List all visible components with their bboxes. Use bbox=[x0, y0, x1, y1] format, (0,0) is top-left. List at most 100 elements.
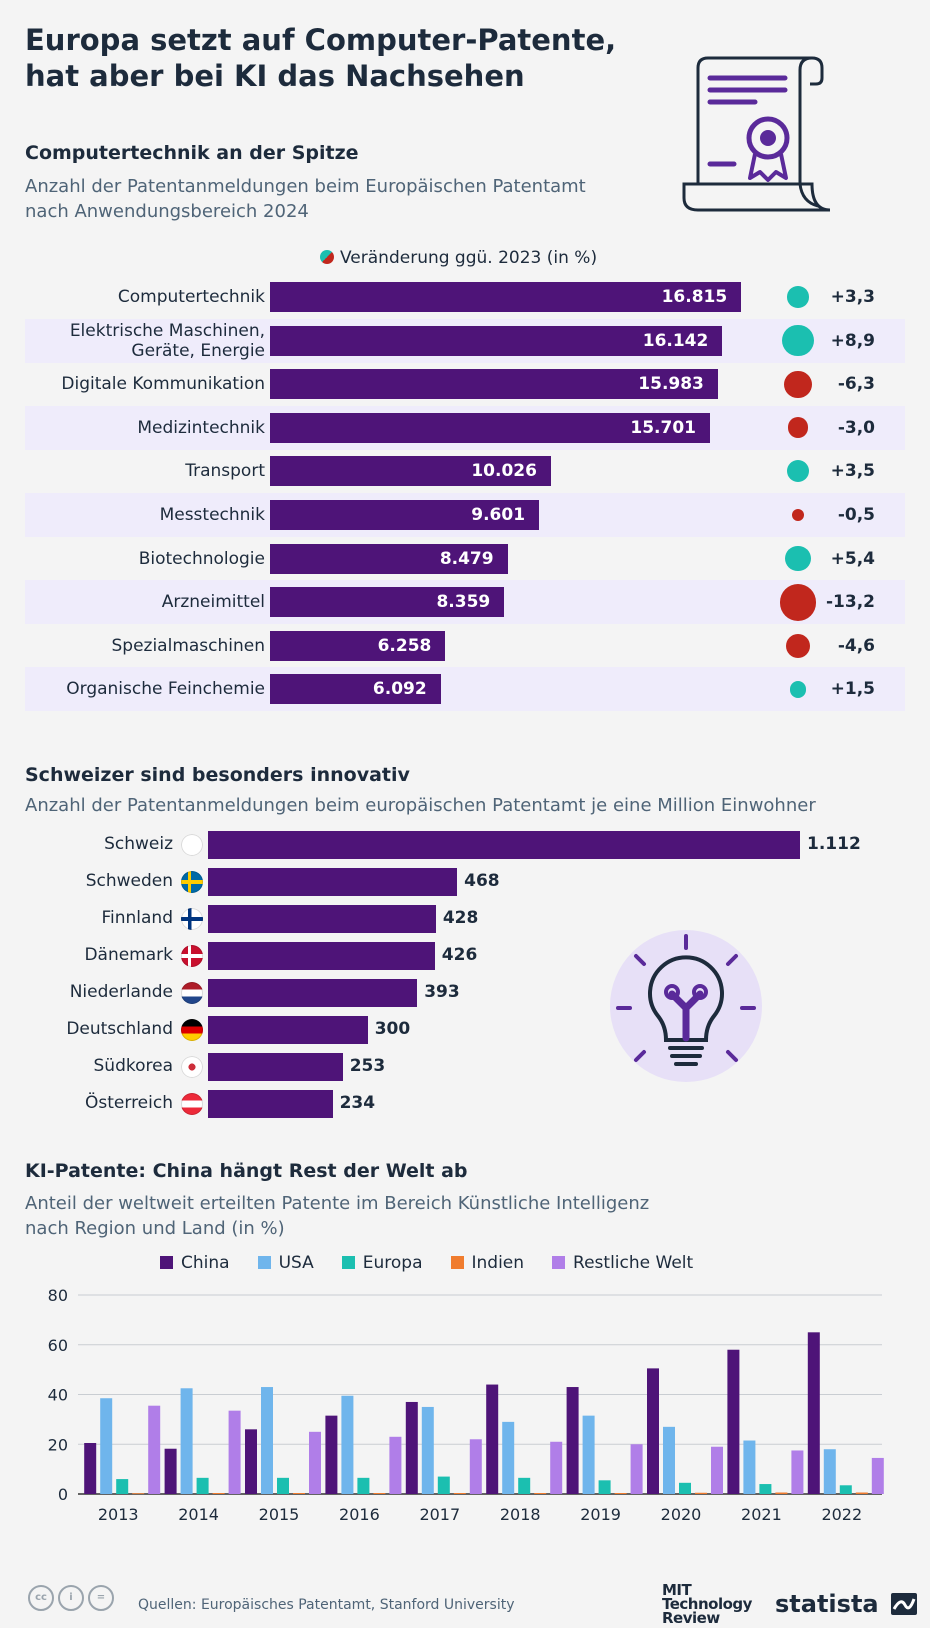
change-legend: Veränderung ggü. 2023 (in %) bbox=[320, 248, 597, 268]
bar-indien bbox=[614, 1493, 627, 1494]
category-value-label: 15.983 bbox=[638, 374, 704, 395]
change-bubble bbox=[785, 545, 811, 572]
bar-indien bbox=[534, 1493, 547, 1494]
legend-swatch bbox=[257, 1256, 271, 1269]
bar-europa bbox=[518, 1477, 531, 1494]
country-bar bbox=[208, 868, 458, 896]
category-bar bbox=[270, 674, 441, 705]
category-label-line: Computertechnik bbox=[117, 287, 265, 307]
country-label: Niederlande bbox=[69, 982, 173, 1002]
country-bar bbox=[208, 979, 418, 1007]
change-bubble bbox=[779, 583, 817, 621]
bar-europa bbox=[357, 1477, 370, 1494]
country-bar bbox=[208, 942, 435, 970]
attribution-icon: i bbox=[58, 1585, 84, 1611]
category-label: Elektrische Maschinen, Geräte, Energie bbox=[25, 321, 265, 361]
y-tick-label: 80 bbox=[48, 1286, 68, 1305]
section3-subtitle-line-1: Anteil der weltweit erteilten Patente im… bbox=[25, 1193, 650, 1214]
bar-china bbox=[486, 1384, 499, 1494]
bar-restliche-welt bbox=[389, 1436, 402, 1494]
country-label: Schweiz bbox=[104, 834, 173, 854]
bar-indien bbox=[695, 1492, 707, 1494]
change-label: +5,4 bbox=[830, 548, 875, 569]
category-label-line: Elektrische Maschinen, bbox=[69, 320, 265, 341]
bar-restliche-welt bbox=[630, 1444, 643, 1494]
category-label: Biotechnologie bbox=[25, 549, 265, 569]
category-value-label: 8.359 bbox=[436, 592, 491, 613]
category-label-line: Organische Feinchemie bbox=[66, 679, 265, 700]
bar-restliche-welt bbox=[148, 1405, 161, 1494]
category-bar bbox=[270, 369, 718, 400]
change-label: +1,5 bbox=[830, 679, 875, 700]
country-bar bbox=[208, 905, 436, 933]
category-bar bbox=[270, 282, 742, 312]
section1-subtitle-line-2: nach Anwendungsbereich 2024 bbox=[25, 201, 309, 222]
statista-logo-icon bbox=[890, 1593, 917, 1615]
category-bar bbox=[270, 325, 723, 356]
country-bar bbox=[208, 1016, 368, 1044]
category-label: Digitale Kommunikation bbox=[25, 374, 265, 394]
bar-china bbox=[566, 1387, 579, 1494]
legend-label: China bbox=[181, 1253, 230, 1273]
flag-de-icon bbox=[181, 1019, 203, 1041]
country-label: Österreich bbox=[85, 1093, 173, 1113]
statista-logo: statista bbox=[775, 1590, 917, 1618]
change-label: -3,0 bbox=[837, 417, 875, 438]
bar-indien bbox=[855, 1492, 868, 1494]
change-label: -6,3 bbox=[837, 374, 875, 395]
series-legend: China USA Europa Indien Restliche Welt bbox=[160, 1253, 721, 1273]
x-tick-label: 2014 bbox=[178, 1505, 219, 1524]
change-label: +8,9 bbox=[830, 330, 875, 351]
section2-subtitle: Anzahl der Patentanmeldungen beim europä… bbox=[25, 795, 816, 816]
x-tick-label: 2013 bbox=[98, 1505, 139, 1524]
legend-item: Restliche Welt bbox=[552, 1253, 693, 1273]
country-bar bbox=[208, 831, 800, 859]
category-label: Medizintechnik bbox=[25, 418, 265, 438]
change-bubble bbox=[789, 681, 807, 698]
bar-europa bbox=[598, 1480, 611, 1494]
category-value-label: 10.026 bbox=[471, 461, 537, 482]
change-label: -4,6 bbox=[837, 635, 875, 656]
category-value-label: 8.479 bbox=[439, 548, 494, 569]
section3-title: KI-Patente: China hängt Rest der Welt ab bbox=[25, 1160, 468, 1182]
change-legend-label: Veränderung ggü. 2023 (in %) bbox=[340, 248, 598, 268]
category-label: Transport bbox=[25, 461, 265, 481]
category-bar bbox=[270, 543, 508, 574]
legend-item: USA bbox=[257, 1253, 314, 1273]
bar-indien bbox=[775, 1492, 788, 1494]
y-tick-label: 40 bbox=[48, 1386, 68, 1405]
section1-title: Computertechnik an der Spitze bbox=[25, 142, 359, 164]
section3-subtitle-line-2: nach Region und Land (in %) bbox=[25, 1218, 285, 1239]
lightbulb-icon bbox=[610, 930, 762, 1082]
bar-china bbox=[647, 1368, 659, 1494]
bar-indien bbox=[212, 1493, 225, 1494]
category-value-label: 6.258 bbox=[377, 635, 432, 656]
category-value-label: 6.092 bbox=[372, 679, 427, 700]
flag-dk-icon bbox=[181, 945, 203, 967]
legend-label: Restliche Welt bbox=[573, 1253, 694, 1273]
section1-subtitle-line-1: Anzahl der Patentanmeldungen beim Europä… bbox=[25, 176, 586, 197]
x-tick-label: 2017 bbox=[419, 1505, 460, 1524]
category-bar bbox=[270, 587, 505, 618]
legend-label: Europa bbox=[362, 1253, 423, 1273]
title-line-1: Europa setzt auf Computer-Patente, bbox=[25, 23, 617, 57]
x-tick-label: 2015 bbox=[259, 1505, 300, 1524]
category-label: Computertechnik bbox=[25, 287, 265, 307]
x-tick-label: 2022 bbox=[821, 1505, 862, 1524]
category-label: Arzneimittel bbox=[25, 592, 265, 612]
country-value-label: 300 bbox=[374, 1019, 411, 1039]
country-label: Schweden bbox=[85, 871, 173, 891]
category-value-label: 15.701 bbox=[630, 417, 696, 438]
legend-item: China bbox=[160, 1253, 230, 1273]
mit-technology-review-logo: MIT Technology Review bbox=[662, 1581, 752, 1627]
x-tick-label: 2019 bbox=[580, 1505, 621, 1524]
bar-europa bbox=[196, 1477, 209, 1494]
bar-usa bbox=[582, 1415, 595, 1494]
category-label: Organische Feinchemie bbox=[25, 679, 265, 699]
category-label-line: Geräte, Energie bbox=[131, 340, 265, 361]
bar-usa bbox=[502, 1421, 515, 1494]
flag-ch-icon bbox=[181, 834, 203, 856]
category-label-line: Biotechnologie bbox=[138, 548, 265, 569]
bar-usa bbox=[261, 1387, 273, 1494]
legend-label: Indien bbox=[471, 1253, 525, 1273]
